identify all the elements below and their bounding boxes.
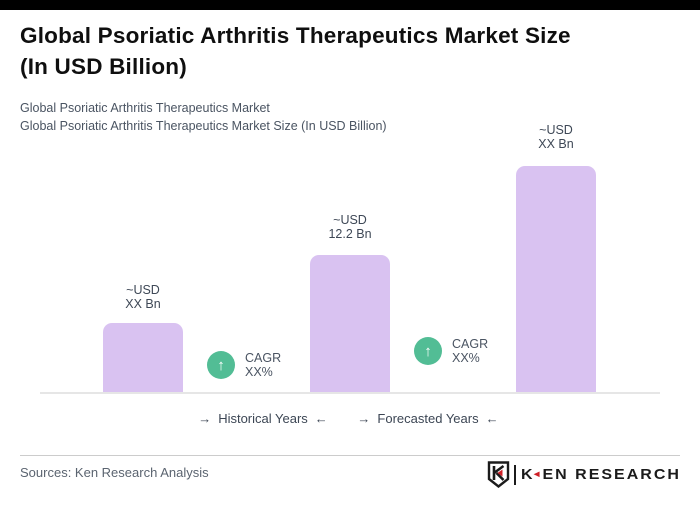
up-arrow-icon: ↑ — [424, 342, 432, 360]
bar-forecast — [516, 166, 596, 394]
left-arrow-icon: ← — [314, 410, 328, 426]
left-arrow-icon: ← — [485, 410, 499, 426]
cagr-badge-1: ↑ — [207, 351, 235, 379]
historical-years-label: Historical Years — [218, 410, 308, 426]
sources-text: Sources: Ken Research Analysis — [20, 465, 209, 480]
page-title-line1: Global Psoriatic Arthritis Therapeutics … — [20, 23, 571, 48]
chart-subtitle: Global Psoriatic Arthritis Therapeutics … — [20, 99, 620, 135]
logo-wordmark: K◄EN RESEARCH — [521, 465, 681, 483]
forecasted-years-group: → Forecasted Years ← — [348, 410, 508, 426]
right-arrow-icon: → — [198, 410, 212, 426]
red-triangle-icon: ◄ — [531, 468, 544, 480]
cagr-text-1: CAGR XX% — [245, 351, 282, 379]
top-black-bar — [0, 0, 700, 10]
bar3-value-label: ~USD XX Bn — [538, 123, 574, 151]
cagr-text-2: CAGR XX% — [452, 337, 489, 365]
footer-divider — [20, 455, 680, 456]
bar2-value-label: ~USD 12.2 Bn — [328, 213, 372, 241]
page-title-line2: (In USD Billion) — [20, 54, 187, 79]
x-axis-line — [40, 392, 660, 394]
ken-research-shield-icon — [487, 461, 510, 488]
ken-research-logo: K◄EN RESEARCH — [487, 461, 681, 488]
bar-current — [310, 255, 390, 394]
logo-separator — [514, 464, 516, 485]
chart-subtitle-line1: Global Psoriatic Arthritis Therapeutics … — [20, 101, 270, 115]
up-arrow-icon: ↑ — [217, 356, 225, 374]
bar-historical — [103, 323, 183, 394]
page-title: Global Psoriatic Arthritis Therapeutics … — [20, 20, 685, 82]
historical-years-group: → Historical Years ← — [183, 410, 343, 426]
chart-subtitle-line2: Global Psoriatic Arthritis Therapeutics … — [20, 119, 387, 133]
bar1-value-label: ~USD XX Bn — [125, 283, 161, 311]
cagr-badge-2: ↑ — [414, 337, 442, 365]
forecasted-years-label: Forecasted Years — [377, 410, 479, 426]
right-arrow-icon: → — [357, 410, 371, 426]
